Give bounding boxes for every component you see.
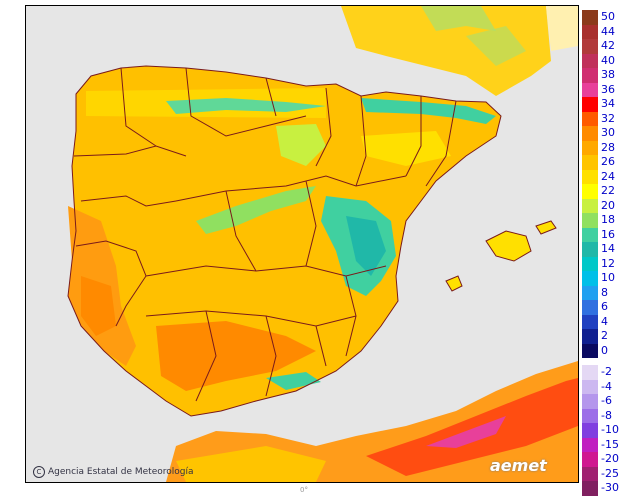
legend-swatch (582, 213, 598, 228)
legend-swatch (582, 379, 598, 394)
copyright-icon: C (33, 466, 45, 478)
legend-swatch (582, 10, 598, 25)
legend-swatch (582, 256, 598, 271)
legend-swatch (582, 394, 598, 409)
legend-label: 0 (601, 343, 608, 357)
mallorca (486, 231, 531, 261)
legend-label: 34 (601, 97, 615, 111)
region-borders (67, 65, 557, 417)
legend-label: -4 (601, 379, 612, 393)
legend-swatch (582, 227, 598, 242)
legend-swatch (582, 82, 598, 97)
legend-label: 38 (601, 68, 615, 82)
legend-label: 16 (601, 227, 615, 241)
legend-label: 26 (601, 155, 615, 169)
legend-label: -10 (601, 423, 619, 437)
legend-swatch (582, 271, 598, 286)
legend-label: 18 (601, 213, 615, 227)
meridian-mark: 0° (300, 486, 308, 494)
legend-swatch (582, 198, 598, 213)
legend-label: -30 (601, 481, 619, 495)
legend-swatch (582, 242, 598, 257)
menorca (536, 221, 556, 234)
legend-swatch (582, 452, 598, 467)
legend-swatch (582, 343, 598, 358)
legend-label: 50 (601, 10, 615, 24)
legend-label: 22 (601, 184, 615, 198)
legend-swatch (582, 423, 598, 438)
legend-label: 14 (601, 242, 615, 256)
legend-swatch (582, 285, 598, 300)
legend-label: 6 (601, 300, 608, 314)
legend-label: -15 (601, 437, 619, 451)
legend-label: 32 (601, 111, 615, 125)
legend-swatch (582, 365, 598, 380)
legend-label: 10 (601, 271, 615, 285)
legend-label: -20 (601, 452, 619, 466)
legend-label: 12 (601, 256, 615, 270)
legend-label: 4 (601, 314, 608, 328)
legend-swatch (582, 314, 598, 329)
legend-label: 24 (601, 169, 615, 183)
legend-swatch (582, 68, 598, 83)
legend-label: 42 (601, 39, 615, 53)
legend-swatch (582, 437, 598, 452)
legend-label: -6 (601, 394, 612, 408)
legend-swatch (582, 155, 598, 170)
legend-swatch (582, 408, 598, 423)
legend-label: 20 (601, 198, 615, 212)
legend-swatch (582, 300, 598, 315)
credit-text: C Agencia Estatal de Meteorología (33, 466, 194, 478)
legend-label: -25 (601, 466, 619, 480)
legend-swatch (582, 53, 598, 68)
legend-swatch (582, 126, 598, 141)
legend-swatch (582, 481, 598, 496)
legend-label: -8 (601, 408, 612, 422)
legend-swatch (582, 24, 598, 39)
legend-label: 40 (601, 53, 615, 67)
legend-label: 36 (601, 82, 615, 96)
legend-label: 8 (601, 285, 608, 299)
legend-label: 28 (601, 140, 615, 154)
legend-label: 44 (601, 24, 615, 38)
legend-swatch (582, 39, 598, 54)
legend-swatch (582, 140, 598, 155)
legend-swatch (582, 169, 598, 184)
legend-label: 2 (601, 329, 608, 343)
temperature-map[interactable] (25, 5, 579, 483)
aemet-logo: aemet (490, 456, 547, 475)
legend-swatch (582, 97, 598, 112)
color-scale-legend: 50 44 42 40 38 36 34 32 30 28 26 24 22 20 18 16 14 12 10 8 6… (582, 10, 628, 496)
legend-swatch (582, 184, 598, 199)
legend-swatch (582, 111, 598, 126)
map-canvas (26, 6, 578, 482)
legend-label: 30 (601, 126, 615, 140)
legend-label: -2 (601, 365, 612, 379)
legend-swatch (582, 329, 598, 344)
legend-swatch (582, 466, 598, 481)
